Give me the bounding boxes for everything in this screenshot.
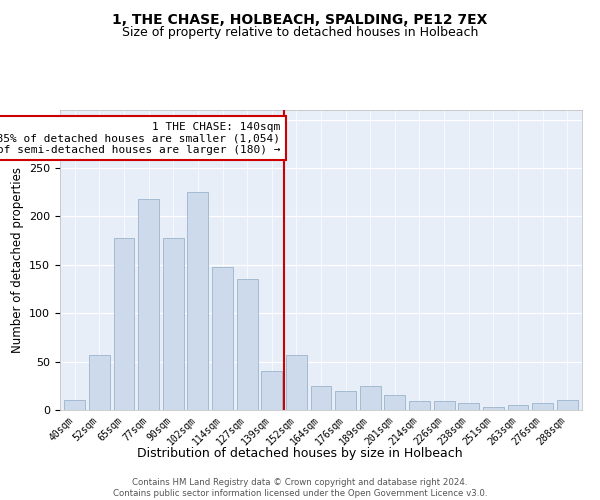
Bar: [236, 280, 257, 410]
Bar: [483, 407, 504, 410]
Bar: [286, 355, 307, 410]
Bar: [113, 238, 134, 410]
Bar: [458, 403, 479, 410]
Bar: [261, 372, 282, 410]
Bar: [311, 386, 331, 410]
Bar: [138, 199, 159, 410]
Bar: [360, 386, 381, 410]
Bar: [434, 402, 455, 410]
Bar: [212, 267, 233, 410]
Y-axis label: Number of detached properties: Number of detached properties: [11, 167, 23, 353]
Bar: [532, 403, 553, 410]
Bar: [508, 405, 529, 410]
Bar: [89, 355, 110, 410]
Bar: [163, 238, 184, 410]
Text: Distribution of detached houses by size in Holbeach: Distribution of detached houses by size …: [137, 448, 463, 460]
Bar: [557, 400, 578, 410]
Bar: [409, 402, 430, 410]
Text: Size of property relative to detached houses in Holbeach: Size of property relative to detached ho…: [122, 26, 478, 39]
Text: Contains HM Land Registry data © Crown copyright and database right 2024.
Contai: Contains HM Land Registry data © Crown c…: [113, 478, 487, 498]
Bar: [187, 192, 208, 410]
Bar: [335, 390, 356, 410]
Bar: [385, 394, 406, 410]
Bar: [64, 400, 85, 410]
Text: 1, THE CHASE, HOLBEACH, SPALDING, PE12 7EX: 1, THE CHASE, HOLBEACH, SPALDING, PE12 7…: [112, 12, 488, 26]
Text: 1 THE CHASE: 140sqm
← 85% of detached houses are smaller (1,054)
15% of semi-det: 1 THE CHASE: 140sqm ← 85% of detached ho…: [0, 122, 280, 155]
